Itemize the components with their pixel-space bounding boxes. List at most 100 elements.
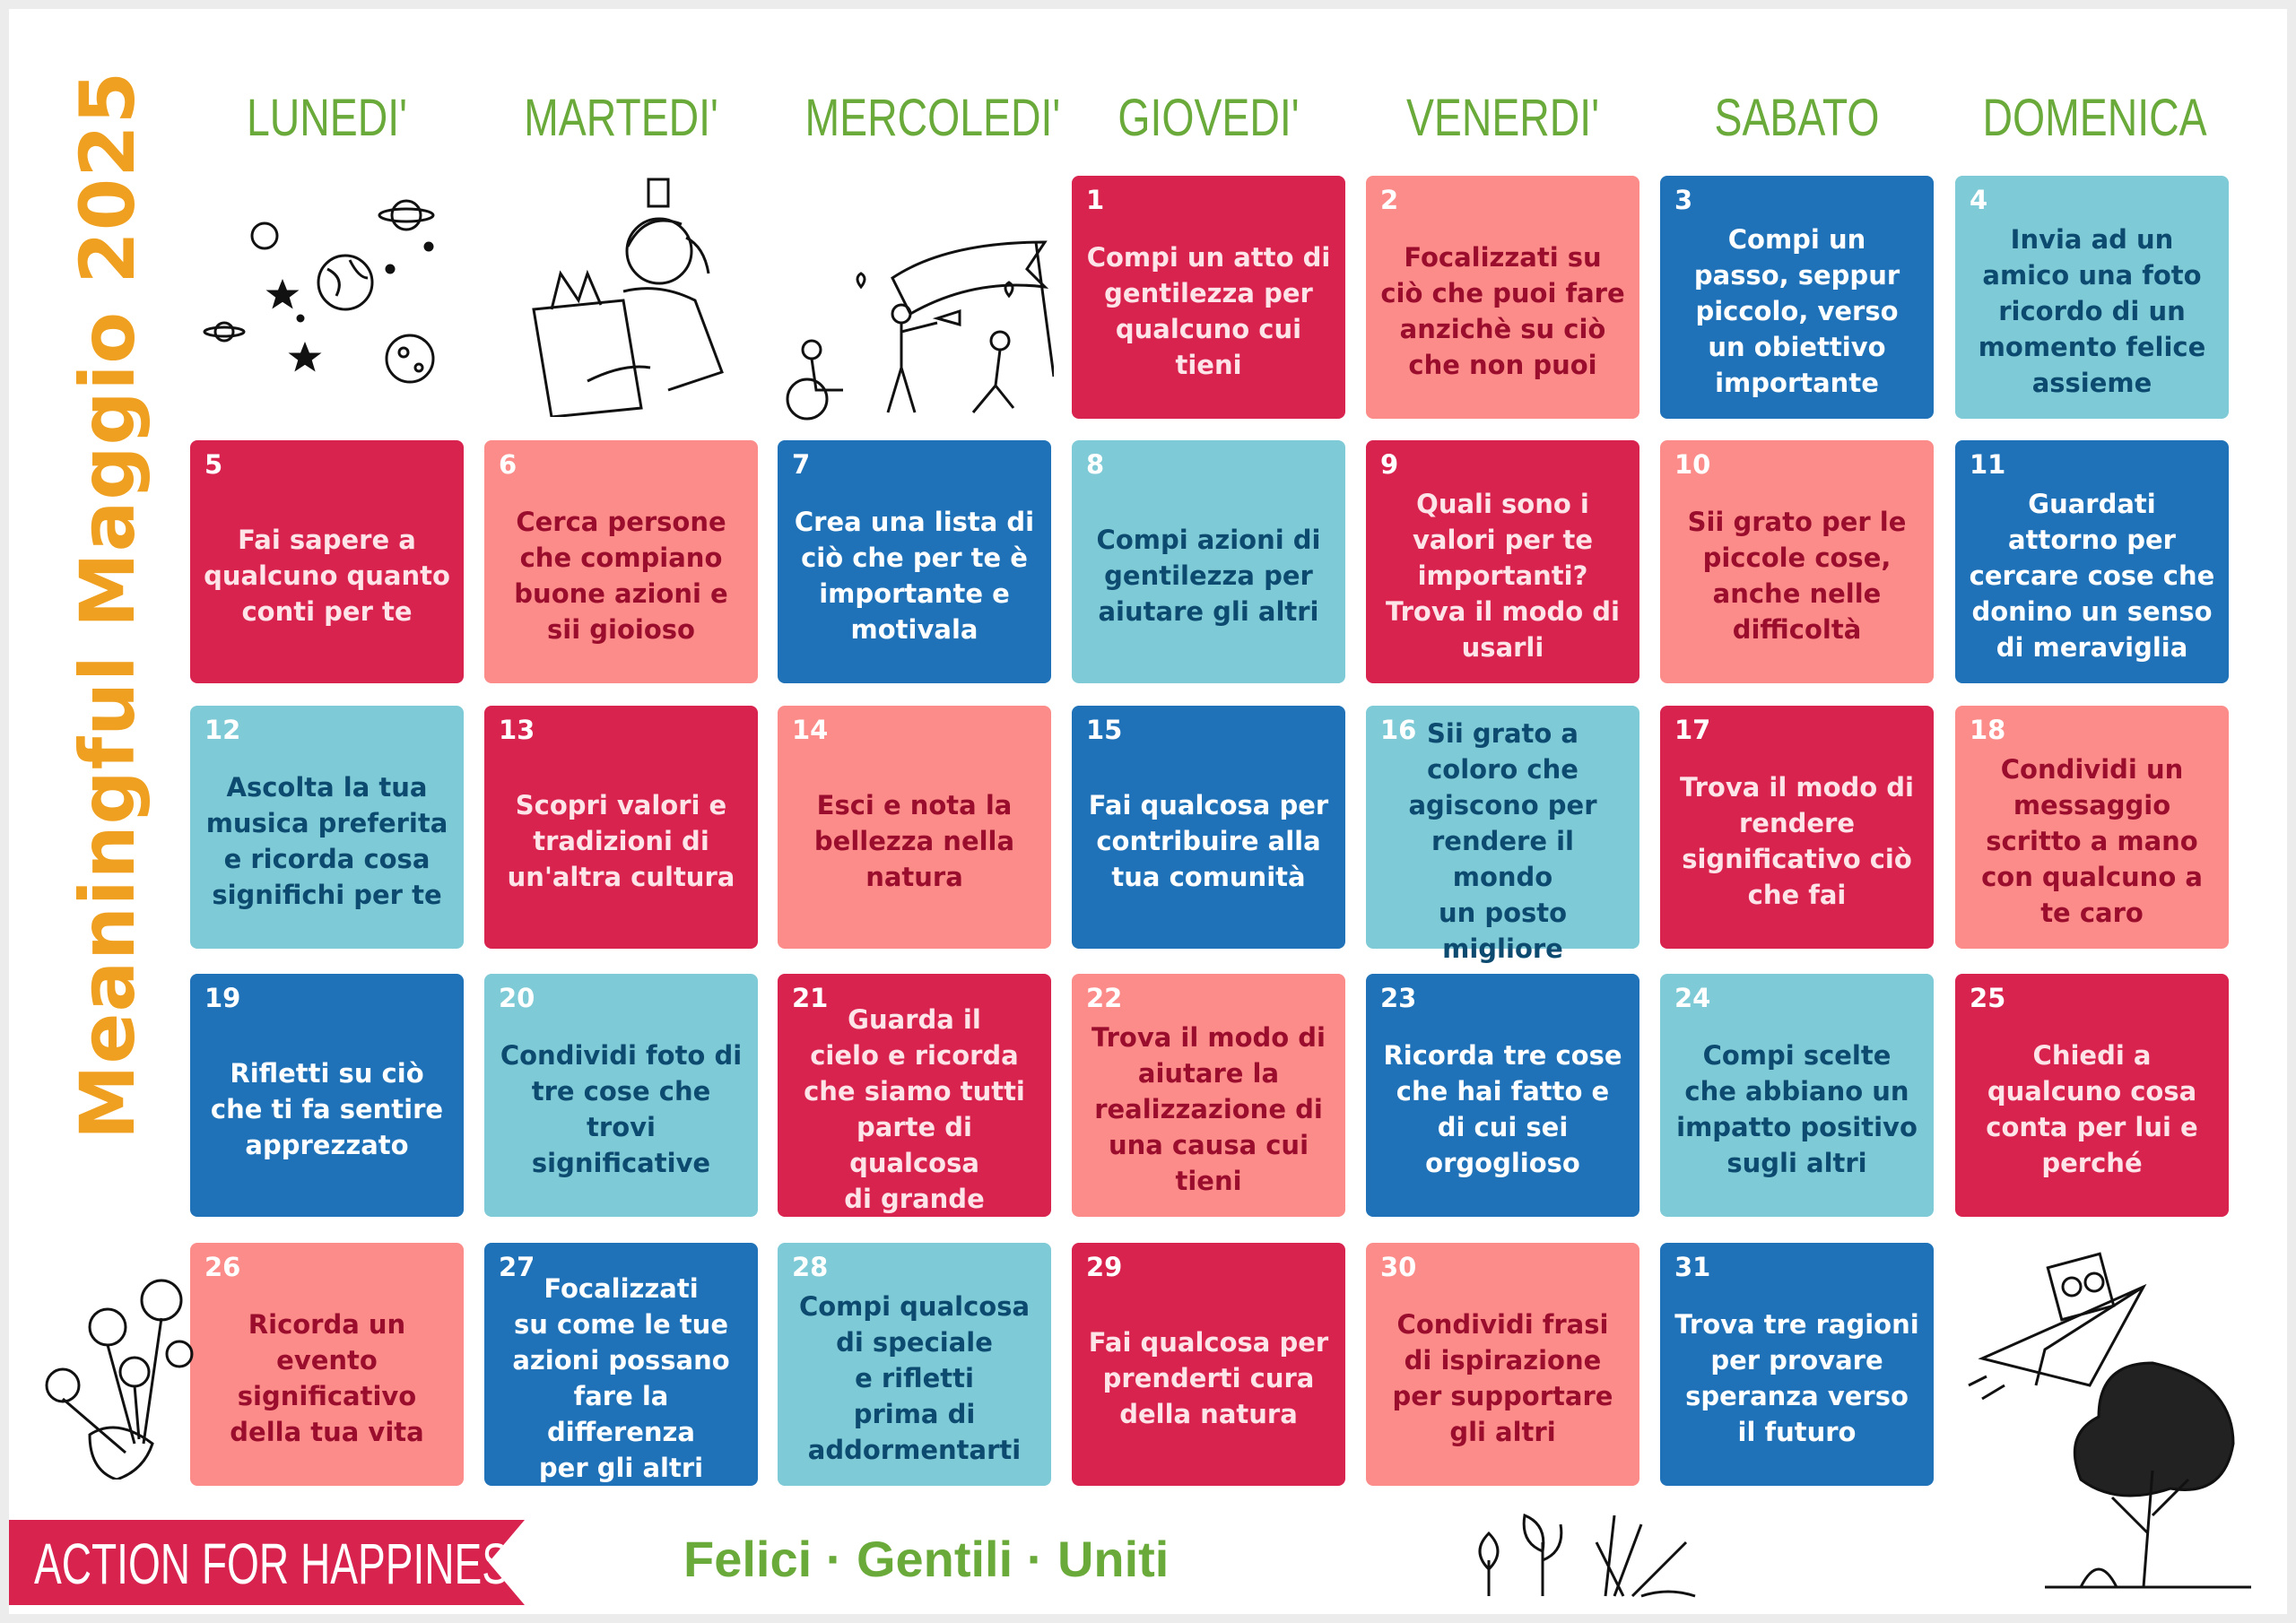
day-number: 22 [1086, 983, 1123, 1013]
day-card: 24 Compi scelte che abbiano un impatto po… [1660, 974, 1934, 1217]
day-number: 11 [1970, 449, 2006, 480]
day-action-text: Rifletti su ciò che ti fa sentire apprez… [210, 1057, 444, 1160]
day-number: 2 [1380, 185, 1399, 215]
day-card: 30 Condividi frasi di ispirazione per sup… [1366, 1243, 1639, 1486]
day-number: 26 [204, 1252, 241, 1282]
day-action-text: Quali sono i valori per te importanti? T… [1386, 488, 1620, 663]
day-number: 18 [1970, 715, 2006, 745]
day-action-text: Sii grato per le piccole cose, anche nel… [1687, 506, 1907, 645]
day-action-text: Compi azioni di gentilezza per aiutare g… [1096, 524, 1321, 627]
day-number: 9 [1380, 449, 1399, 480]
day-action-text: Guarda il cielo e ricorda che siamo tutt… [804, 1003, 1025, 1214]
weekday-header: MARTEDI' [524, 89, 718, 147]
weekday-header: SABATO [1714, 89, 1880, 147]
day-number: 8 [1086, 449, 1105, 480]
day-number: 19 [204, 983, 241, 1013]
day-card: 9 Quali sono i valori per te importanti? … [1366, 440, 1639, 683]
day-card: 15 Fai qualcosa per contribuire alla tua … [1072, 706, 1345, 949]
day-number: 12 [204, 715, 241, 745]
day-action-text: Focalizzati su come le tue azioni possan… [512, 1272, 730, 1483]
day-action-text: Cerca persone che compiano buone azioni … [514, 506, 728, 645]
person-with-grocery-box-illustration [507, 175, 740, 419]
weekday-header: VENERDI' [1405, 89, 1600, 147]
day-number: 29 [1086, 1252, 1123, 1282]
day-card: 4 Invia ad un amico una foto ricordo di u… [1955, 176, 2229, 419]
day-card: 27 Focalizzati su come le tue azioni poss… [484, 1243, 758, 1486]
day-card: 29 Fai qualcosa per prenderti cura della … [1072, 1243, 1345, 1486]
day-number: 31 [1674, 1252, 1711, 1282]
space-planets-illustration [193, 184, 462, 390]
day-action-text: Crea una lista di ciò che per te è impor… [794, 506, 1035, 645]
plants-illustration [1471, 1497, 1722, 1605]
day-card: 17 Trova il modo di rendere significativo… [1660, 706, 1934, 949]
day-action-text: Condividi foto di tre cose che trovi sig… [500, 1039, 743, 1178]
day-card: 3 Compi un passo, seppur piccolo, verso u… [1660, 176, 1934, 419]
weekday-header: DOMENICA [1982, 89, 2207, 147]
paper-plane-illustration [1964, 1251, 2152, 1403]
day-action-text: Fai sapere a qualcuno quanto conti per t… [204, 524, 450, 627]
day-action-text: Trova il modo di rendere significativo c… [1680, 771, 1914, 910]
day-number: 15 [1086, 715, 1123, 745]
day-card: 14 Esci e nota la bellezza nella natura [778, 706, 1051, 949]
day-action-text: Compi qualcosa di speciale e rifletti pr… [798, 1290, 1031, 1465]
day-number: 14 [792, 715, 829, 745]
day-action-text: Guardati attorno per cercare cose che do… [1969, 488, 2215, 663]
day-card: 1 Compi un atto di gentilezza per qualcun… [1072, 176, 1345, 419]
day-action-text: Compi scelte che abbiano un impatto posi… [1676, 1039, 1918, 1178]
weekday-header: GIOVEDI' [1118, 89, 1300, 147]
day-card: 12 Ascolta la tua musica preferita e rico… [190, 706, 464, 949]
day-number: 16 [1380, 715, 1417, 745]
day-action-text: Invia ad un amico una foto ricordo di un… [1978, 223, 2206, 398]
day-number: 20 [499, 983, 535, 1013]
day-card: 31 Trova tre ragioni per provare speranza… [1660, 1243, 1934, 1486]
day-card: 23 Ricorda tre cose che hai fatto e di cu… [1366, 974, 1639, 1217]
day-number: 28 [792, 1252, 829, 1282]
day-card: 20 Condividi foto di tre cose che trovi s… [484, 974, 758, 1217]
day-number: 24 [1674, 983, 1711, 1013]
day-number: 21 [792, 983, 829, 1013]
day-action-text: Fai qualcosa per contribuire alla tua co… [1088, 789, 1329, 892]
day-card: 21 Guarda il cielo e ricorda che siamo tu… [778, 974, 1051, 1217]
day-action-text: Ricorda un evento significativo della tu… [230, 1308, 424, 1447]
day-card: 11 Guardati attorno per cercare cose che … [1955, 440, 2229, 683]
tree-sunrise-illustration [2027, 1336, 2251, 1596]
day-action-text: Esci e nota la bellezza nella natura [813, 789, 1015, 892]
day-action-text: Fai qualcosa per prenderti cura della na… [1088, 1326, 1329, 1429]
day-number: 23 [1380, 983, 1417, 1013]
day-card: 18 Condividi un messaggio scritto a mano … [1955, 706, 2229, 949]
day-card: 28 Compi qualcosa di speciale e rifletti … [778, 1243, 1051, 1486]
day-card: 13 Scopri valori e tradizioni di un'altra… [484, 706, 758, 949]
day-card: 10 Sii grato per le piccole cose, anche n… [1660, 440, 1934, 683]
day-card: 2 Focalizzati su ciò che puoi fare anzich… [1366, 176, 1639, 419]
day-number: 17 [1674, 715, 1711, 745]
day-action-text: Condividi frasi di ispirazione per suppo… [1392, 1308, 1613, 1447]
day-card: 16 Sii grato a coloro che agiscono per re… [1366, 706, 1639, 964]
day-action-text: Compi un atto di gentilezza per qualcuno… [1086, 241, 1331, 380]
day-number: 30 [1380, 1252, 1417, 1282]
page-title: Meaningful Maggio 2025 [64, 70, 152, 1141]
weekday-header: LUNEDI' [246, 89, 408, 147]
brand-name: ACTION FOR HAPPINESS [34, 1532, 537, 1596]
day-card: 7 Crea una lista di ciò che per te è impo… [778, 440, 1051, 683]
day-action-text: Trova il modo di aiutare la realizzazion… [1091, 1021, 1326, 1196]
day-action-text: Chiedi a qualcuno cosa conta per lui e p… [1986, 1039, 2198, 1178]
day-number: 25 [1970, 983, 2006, 1013]
day-card: 22 Trova il modo di aiutare la realizzazi… [1072, 974, 1345, 1217]
flower-bouquet-illustration [27, 1264, 206, 1481]
day-number: 7 [792, 449, 811, 480]
day-action-text: Ascolta la tua musica preferita e ricord… [205, 771, 448, 910]
day-card: 26 Ricorda un evento significativo della … [190, 1243, 464, 1486]
day-action-text: Ricorda tre cose che hai fatto e di cui … [1383, 1039, 1622, 1178]
tagline: Felici · Gentili · Uniti [683, 1531, 1170, 1587]
day-card: 5 Fai sapere a qualcuno quanto conti per … [190, 440, 464, 683]
day-action-text: Sii grato a coloro che agiscono per rend… [1408, 717, 1597, 964]
day-action-text: Focalizzati su ciò che puoi fare anzichè… [1380, 241, 1625, 380]
day-number: 6 [499, 449, 517, 480]
day-number: 27 [499, 1252, 535, 1282]
day-number: 5 [204, 449, 223, 480]
day-number: 1 [1086, 185, 1105, 215]
day-card: 8 Compi azioni di gentilezza per aiutare … [1072, 440, 1345, 683]
day-action-text: Compi un passo, seppur piccolo, verso un… [1693, 223, 1900, 398]
day-card: 19 Rifletti su ciò che ti fa sentire appr… [190, 974, 464, 1217]
weekday-header: MERCOLEDI' [804, 89, 1061, 147]
